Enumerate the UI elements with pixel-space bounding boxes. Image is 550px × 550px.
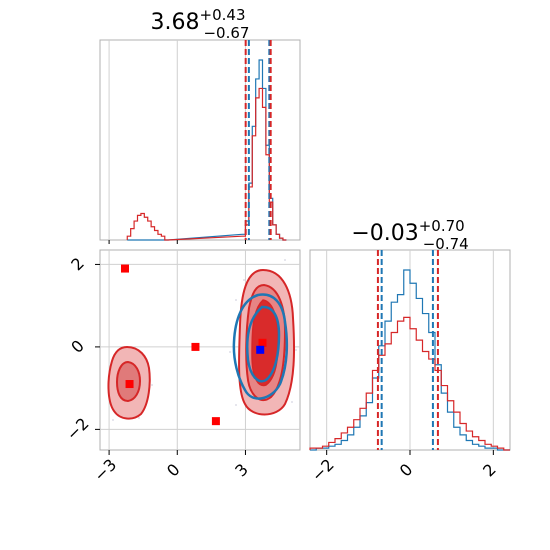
quantile-lines [376, 250, 439, 450]
x-tick-label: 3 [231, 460, 252, 481]
scatter-point [138, 417, 140, 419]
marginal-panel-2: −0.03+0.70 −0.74 [309, 217, 511, 451]
blue-contour-inner [245, 305, 281, 383]
scatter-point [291, 401, 293, 403]
title-lower-error: −0.67 [203, 24, 249, 42]
panel-title-2: −0.03+0.70 −0.74 [351, 217, 468, 253]
scatter-point [235, 404, 237, 406]
panel-title-1: 3.68+0.43 −0.67 [151, 6, 250, 42]
title-value: −0.03 [351, 221, 418, 246]
x-tick-label: −2 [308, 455, 338, 485]
scatter-point [235, 299, 237, 301]
histogram-series [309, 316, 510, 451]
y-tick-label: 2 [67, 254, 88, 275]
scatter-point [112, 419, 114, 421]
red-marker [258, 338, 267, 347]
title-value: 3.68 [151, 10, 200, 35]
y-tick-label: −2 [63, 414, 93, 444]
title-upper-error: +0.70 [419, 217, 465, 235]
blue-marker [256, 345, 265, 354]
scatter-point [151, 384, 153, 386]
x-tick-label: −3 [90, 455, 120, 485]
scatter-point [295, 349, 297, 351]
red-marker [191, 342, 200, 351]
y-tick-label: 0 [67, 336, 88, 357]
joint-panel [99, 249, 301, 451]
x-tick-label: 2 [479, 460, 500, 481]
scatter-point [243, 279, 245, 281]
scatter-point [229, 351, 231, 353]
red-marker [121, 264, 129, 273]
blue-contour-outer [232, 293, 289, 400]
x-tick-label: 0 [396, 460, 417, 481]
red-marker [125, 380, 134, 389]
marker-group [121, 264, 267, 426]
quantile-lines [244, 40, 272, 240]
blue-contours [232, 293, 289, 400]
title-lower-error: −0.74 [423, 235, 469, 253]
scatter-point [284, 259, 286, 261]
marginal-panel-1: 3.68+0.43 −0.67 [99, 6, 301, 241]
histogram-series [310, 269, 510, 451]
x-tick-label: 0 [163, 460, 184, 481]
histogram-series-group [309, 269, 510, 451]
red-marker [211, 417, 220, 426]
title-upper-error: +0.43 [200, 6, 246, 24]
